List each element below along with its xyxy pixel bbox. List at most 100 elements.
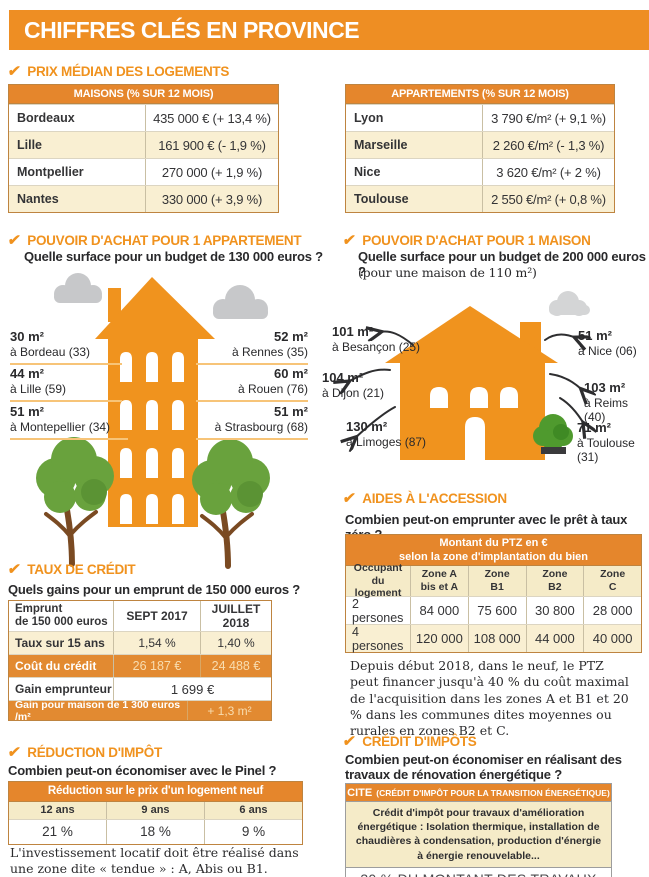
surface-label-limoges: 130 m² à Limoges (87) [346,419,441,449]
column-header: Occupant du logement [353,562,403,600]
surface-label-rennes: 52 m² à Rennes (35) [196,329,308,365]
table-header-row: 12 ans 9 ans 6 ans [9,801,302,820]
ptz-table-title: Montant du PTZ en € selon la zone d'impl… [346,535,641,565]
tree-icon [533,414,573,454]
value-cell: 1,54 % [114,632,201,654]
city-cell: Bordeaux [9,105,146,131]
surface-value: 71 m² [577,420,611,435]
value-cell: 84 000 [410,597,468,624]
surface-label-strasbourg: 51 m² à Strasbourg (68) [196,404,308,440]
surface-value: 60 m² [274,366,308,381]
column-header: Zone B2 [525,566,584,596]
question-taux: Quels gains pour un emprunt de 150 000 e… [8,582,301,597]
maisons-table: MAISONS (% SUR 12 MOIS) Bordeaux 435 000… [8,84,279,213]
cloud-icon [54,273,268,319]
column-header: SEPT 2017 [114,601,201,631]
table-row: Taux sur 15 ans 1,54 % 1,40 % [9,631,271,654]
surface-value: 130 m² [346,419,388,434]
page-title-bar: CHIFFRES CLÉS EN PROVINCE [9,10,649,50]
question-appartement: Quelle surface pour un budget de 130 000… [24,249,323,264]
pinel-note: L'investissement locatif doit être réali… [10,845,299,877]
surface-value: 103 m² [584,380,626,395]
maison-note: (pour une maison de 110 m²) [358,265,537,280]
value-cell: 40 000 [583,625,641,652]
pinel-table-title: Réduction sur le prix d'un logement neuf [9,782,302,801]
row-label: Gain pour maison de 1 300 euros /m² [9,699,188,723]
value-cell: 18 % [107,820,205,844]
column-header: 9 ans [107,802,205,819]
row-label: 4 persones [352,624,404,653]
surface-value: 52 m² [274,329,308,344]
surface-city: à Rouen (76) [237,381,308,396]
value-cell: 24 488 € [211,659,261,673]
check-icon: ✔ [6,232,22,249]
row-label: 2 persones [352,596,404,625]
surface-value: 51 m² [578,328,612,343]
table-row: 21 % 18 % 9 % [9,820,302,844]
surface-value: 51 m² [10,404,44,419]
surface-value: 101 m² [332,324,374,339]
table-row: Toulouse 2 550 €/m² (+ 0,8 %) [346,185,614,212]
section-heading-label: POUVOIR D'ACHAT POUR 1 MAISON [362,232,591,248]
table-row: Montpellier 270 000 (+ 1,9 %) [9,158,278,185]
city-cell: Lyon [346,105,483,131]
section-heading-label: CRÉDIT D'IMPÔTS [362,733,477,749]
city-cell: Montpellier [9,159,146,185]
city-cell: Lille [9,132,146,158]
table-row: Nantes 330 000 (+ 3,9 %) [9,185,278,212]
check-icon: ✔ [6,744,22,761]
row-label: Taux sur 15 ans [9,632,114,654]
value-cell: 26 187 € [114,655,201,677]
value-cell: 330 000 (+ 3,9 %) [161,191,263,207]
apartment-building-illustration [36,273,270,569]
arrow-limoges [355,406,396,438]
page-title: CHIFFRES CLÉS EN PROVINCE [24,17,360,43]
surface-label-bordeaux: 30 m² à Bordeau (33) [10,329,122,365]
question-maison: Quelle surface pour un budget de 200 000… [358,249,646,279]
surface-city: à Dijon (21) [322,385,385,400]
surface-city: à Montepellier (34) [10,419,111,434]
surface-city: à Bordeau (33) [10,344,91,359]
section-heading-prix-median: ✔ PRIX MÉDIAN DES LOGEMENTS [6,62,230,80]
check-icon: ✔ [341,733,357,750]
pointer-arrows [348,332,584,438]
surface-label-besancon: 101 m² à Besançon (25) [332,324,422,354]
table-row: Coût du crédit 26 187 € 24 488 € [9,654,271,677]
surface-city: à Toulouse (31) [577,435,635,464]
table-row: Nice 3 620 €/m² (+ 2 %) [346,158,614,185]
row-label: Gain emprunteur [9,678,114,700]
surface-city: à Rennes (35) [231,344,308,359]
column-header: Zone C [583,566,641,596]
column-header: Zone A bis et A [410,566,468,596]
question-pinel: Combien peut-on économiser avec le Pinel… [8,763,277,778]
arrow-besancon [380,332,414,346]
cloud-icon [549,291,590,316]
surface-label-montpellier: 51 m² à Montepellier (34) [10,404,128,440]
surface-city: à Lille (59) [10,381,67,396]
house-illustration [320,291,645,460]
check-icon: ✔ [6,63,22,80]
value-cell: 1 699 € [170,681,215,697]
table-row: Marseille 2 260 €/m² (- 1,3 %) [346,131,614,158]
value-cell: 75 600 [467,597,526,624]
check-icon: ✔ [6,561,22,578]
taux-credit-table: Emprunt de 150 000 euros SEPT 2017 JUILL… [8,600,272,723]
table-header-row: Occupant du logement Zone A bis et A Zon… [346,562,641,600]
cite-title-main: CITE [347,786,373,799]
ptz-note: Depuis début 2018, dans le neuf, le PTZ … [350,658,629,738]
city-cell: Nice [346,159,483,185]
question-cite: Combien peut-on économiser en réalisant … [345,752,622,782]
arrow-reims [549,373,582,390]
appartements-table: APPARTEMENTS (% SUR 12 MOIS) Lyon 3 790 … [345,84,615,213]
table-header-row: Emprunt de 150 000 euros SEPT 2017 JUILL… [9,601,271,631]
surface-city: à Besançon (25) [332,339,421,354]
appartements-table-header: APPARTEMENTS (% SUR 12 MOIS) [346,85,614,104]
surface-label-dijon: 104 m² à Dijon (21) [322,370,412,400]
pinel-table: Réduction sur le prix d'un logement neuf… [8,781,303,845]
section-heading-reduction-impot: ✔ RÉDUCTION D'IMPÔT [6,743,162,761]
surface-value: 104 m² [322,370,364,385]
value-cell: 9 % [241,824,266,839]
value-cell: 435 000 € (+ 13,4 %) [153,110,271,126]
tree-icon [192,439,270,569]
